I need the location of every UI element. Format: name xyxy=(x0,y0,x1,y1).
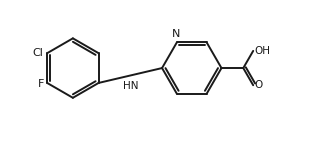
Text: N: N xyxy=(172,29,180,39)
Text: OH: OH xyxy=(254,46,270,56)
Text: F: F xyxy=(38,79,44,89)
Text: HN: HN xyxy=(123,81,138,91)
Text: O: O xyxy=(254,80,262,90)
Text: Cl: Cl xyxy=(32,48,43,58)
